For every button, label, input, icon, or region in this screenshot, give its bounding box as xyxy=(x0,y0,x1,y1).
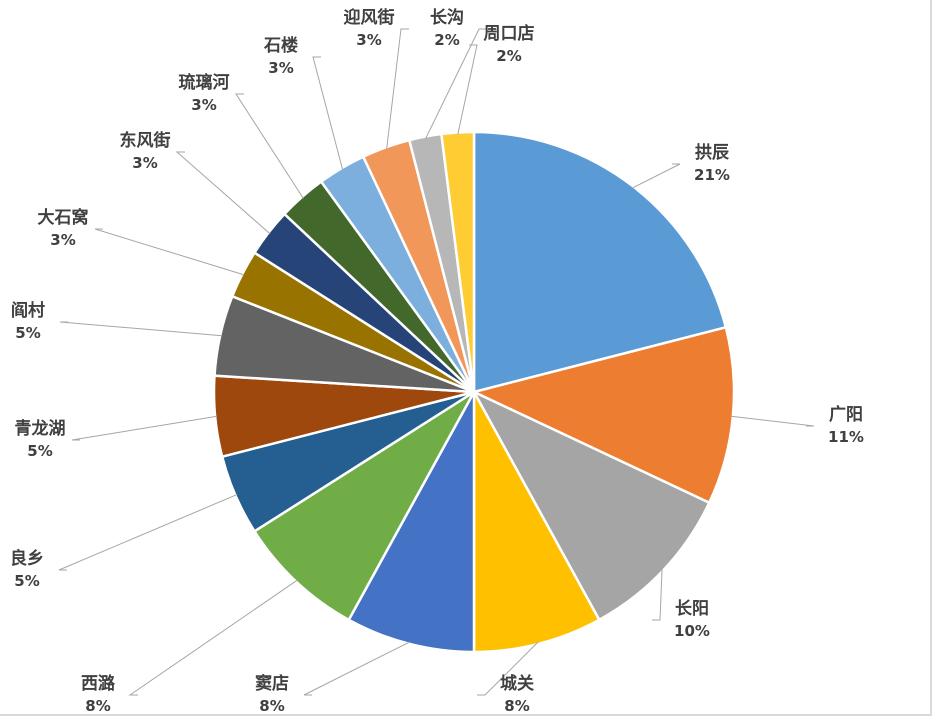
data-label-percent: 11% xyxy=(828,428,864,446)
leader-line xyxy=(303,641,411,696)
pie-slice-0 xyxy=(472,130,728,394)
leader-line xyxy=(730,415,815,427)
data-label-percent: 5% xyxy=(14,572,40,590)
data-label-percent: 8% xyxy=(259,697,285,715)
data-label-category: 石楼 xyxy=(264,36,298,56)
data-label-category: 窦店 xyxy=(255,674,289,694)
data-label: 西潞 8% xyxy=(81,673,115,717)
data-label-percent: 3% xyxy=(356,31,382,49)
leader-line xyxy=(175,151,271,235)
data-label-category: 城关 xyxy=(500,674,534,694)
data-label-percent: 2% xyxy=(496,47,522,65)
data-label-percent: 21% xyxy=(694,166,730,184)
pie-slice-3 xyxy=(472,391,601,654)
leader-line xyxy=(235,93,304,199)
data-label-category: 良乡 xyxy=(10,549,44,569)
leader-line xyxy=(631,163,681,189)
leader-line xyxy=(71,415,218,441)
data-label: 琉璃河 3% xyxy=(179,72,230,116)
data-label: 东风街 3% xyxy=(120,130,171,174)
leader-line xyxy=(312,56,344,171)
data-label-percent: 3% xyxy=(191,96,217,114)
data-label: 良乡 5% xyxy=(10,548,44,592)
data-label-category: 迎风街 xyxy=(343,8,395,28)
data-label-category: 拱辰 xyxy=(695,143,729,163)
data-label-percent: 8% xyxy=(504,697,530,715)
data-label: 城关 8% xyxy=(500,673,534,717)
leader-line xyxy=(425,28,487,139)
leader-line xyxy=(59,321,223,337)
data-label-percent: 3% xyxy=(268,59,294,77)
leader-line xyxy=(58,494,238,571)
data-label: 窦店 8% xyxy=(255,673,289,717)
data-label-percent: 2% xyxy=(434,31,460,49)
data-label: 大石窝 3% xyxy=(38,207,89,251)
data-label-category: 青龙湖 xyxy=(14,419,66,439)
data-label-category: 西潞 xyxy=(81,674,115,694)
pie-slice-4 xyxy=(347,391,476,654)
data-label-percent: 10% xyxy=(674,622,710,640)
data-label: 青龙湖 5% xyxy=(15,418,66,462)
data-label-percent: 5% xyxy=(27,442,53,460)
leader-line xyxy=(94,228,245,276)
data-label: 迎风街 3% xyxy=(344,7,395,51)
data-label-category: 长沟 xyxy=(430,8,464,28)
data-label-category: 大石窝 xyxy=(37,208,89,228)
data-label-category: 广阳 xyxy=(829,405,863,425)
data-label-category: 东风街 xyxy=(119,131,171,151)
data-label: 阎村 5% xyxy=(11,300,45,344)
data-label: 长阳 10% xyxy=(674,598,710,642)
leader-line xyxy=(457,44,478,135)
pie-slice-15 xyxy=(440,130,476,393)
data-label-percent: 3% xyxy=(132,154,158,172)
data-label-category: 长阳 xyxy=(675,599,709,619)
data-label-category: 周口店 xyxy=(483,24,535,44)
leader-line xyxy=(477,641,539,696)
data-label: 长沟 2% xyxy=(430,7,464,51)
data-label-percent: 8% xyxy=(85,697,111,715)
leader-line xyxy=(652,568,663,621)
data-label: 广阳 11% xyxy=(828,404,864,448)
pie-slice-2 xyxy=(471,389,711,622)
data-label-category: 琉璃河 xyxy=(178,73,230,93)
data-label-category: 阎村 xyxy=(11,301,45,321)
data-label-percent: 5% xyxy=(15,324,41,342)
leader-line xyxy=(128,579,298,696)
data-label: 周口店 2% xyxy=(484,23,535,67)
data-label: 石楼 3% xyxy=(264,35,298,79)
data-label: 拱辰 21% xyxy=(694,142,730,186)
data-label-percent: 3% xyxy=(50,231,76,249)
leader-line xyxy=(386,28,409,150)
